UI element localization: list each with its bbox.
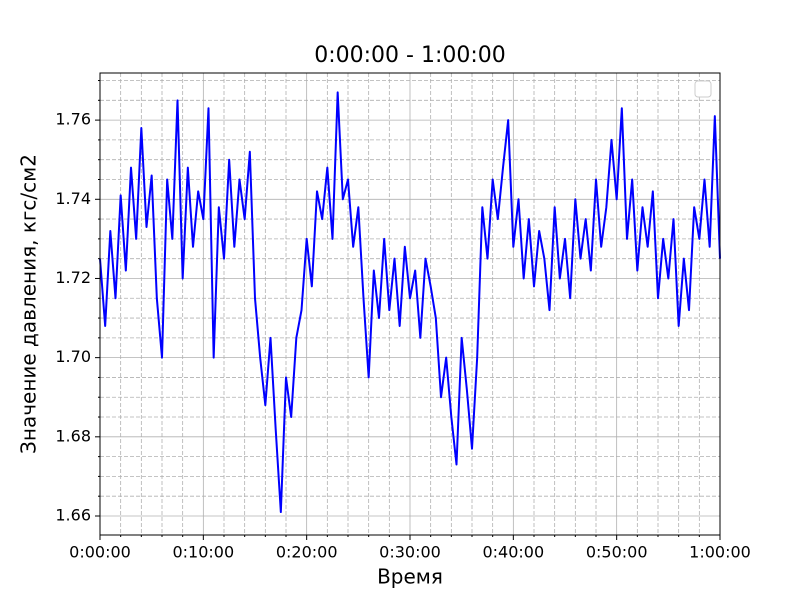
x-tick-label: 0:00:00 xyxy=(69,543,131,562)
y-tick-label: 1.68 xyxy=(55,426,91,445)
x-tick-label: 0:10:00 xyxy=(172,543,234,562)
y-tick-label: 1.76 xyxy=(55,110,91,129)
x-tick-label: 0:50:00 xyxy=(586,543,648,562)
line-series xyxy=(99,91,721,514)
x-tick-label: 0:20:00 xyxy=(276,543,338,562)
x-axis-label: Время xyxy=(377,565,443,589)
x-tick-label: 1:00:00 xyxy=(689,543,751,562)
y-axis-label: Значение давления, кгс/см2 xyxy=(17,154,41,454)
plot xyxy=(99,91,721,514)
y-tick-label: 1.74 xyxy=(55,189,91,208)
grid xyxy=(99,73,721,535)
x-tick-label: 0:40:00 xyxy=(482,543,544,562)
x-tick-label: 0:30:00 xyxy=(379,543,441,562)
y-tick-label: 1.72 xyxy=(55,268,91,287)
plot-frame xyxy=(99,72,721,536)
axes: 1.66 1.68 1.70 1.72 1.74 1.76 0:00:00 0:10:00 0:… xyxy=(55,80,751,562)
chart-title: 0:00:00 - 1:00:00 xyxy=(314,43,506,68)
y-tick-label: 1.66 xyxy=(55,505,91,524)
y-tick-label: 1.70 xyxy=(55,347,91,366)
legend xyxy=(694,80,712,98)
